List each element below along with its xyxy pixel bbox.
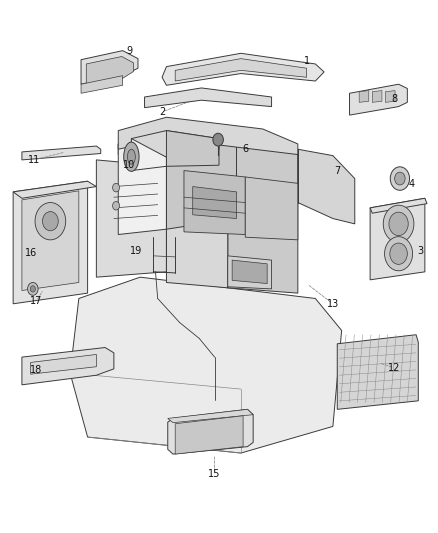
Text: 1: 1 <box>304 56 310 66</box>
Circle shape <box>42 212 58 231</box>
Polygon shape <box>385 91 395 102</box>
Text: 15: 15 <box>208 470 221 479</box>
Polygon shape <box>131 139 166 171</box>
Text: 4: 4 <box>409 179 415 189</box>
Polygon shape <box>175 416 243 454</box>
Polygon shape <box>166 139 228 288</box>
Polygon shape <box>81 51 138 84</box>
Circle shape <box>113 183 120 192</box>
Circle shape <box>113 201 120 210</box>
Polygon shape <box>168 409 253 423</box>
Text: 17: 17 <box>30 296 42 306</box>
Polygon shape <box>22 146 101 160</box>
Polygon shape <box>22 191 79 290</box>
Polygon shape <box>22 348 114 385</box>
Polygon shape <box>175 59 307 81</box>
Polygon shape <box>184 171 245 235</box>
Polygon shape <box>70 277 342 453</box>
Polygon shape <box>13 181 88 304</box>
Polygon shape <box>118 144 166 235</box>
Polygon shape <box>370 198 427 213</box>
Circle shape <box>30 286 35 292</box>
Circle shape <box>389 212 408 236</box>
Polygon shape <box>81 76 123 93</box>
Polygon shape <box>31 354 96 374</box>
Circle shape <box>385 237 413 271</box>
Ellipse shape <box>127 149 135 164</box>
Polygon shape <box>193 187 237 219</box>
Polygon shape <box>162 53 324 85</box>
Polygon shape <box>86 56 134 85</box>
Text: 18: 18 <box>30 366 42 375</box>
Circle shape <box>395 172 405 185</box>
Polygon shape <box>228 256 272 289</box>
Polygon shape <box>228 139 298 293</box>
Polygon shape <box>13 181 96 198</box>
Polygon shape <box>298 149 355 224</box>
Text: 12: 12 <box>388 363 400 373</box>
Polygon shape <box>166 131 237 229</box>
Circle shape <box>213 133 223 146</box>
Text: 16: 16 <box>25 248 37 258</box>
Circle shape <box>390 167 410 190</box>
Polygon shape <box>118 117 298 155</box>
Text: 3: 3 <box>417 246 424 255</box>
Circle shape <box>390 243 407 264</box>
Polygon shape <box>370 198 425 280</box>
Text: 19: 19 <box>130 246 142 255</box>
Text: 2: 2 <box>159 107 165 117</box>
Polygon shape <box>118 131 237 160</box>
Polygon shape <box>166 131 219 166</box>
Text: 6: 6 <box>242 144 248 154</box>
Text: 9: 9 <box>126 46 132 55</box>
Polygon shape <box>232 260 267 284</box>
Polygon shape <box>372 91 382 102</box>
Text: 7: 7 <box>334 166 340 175</box>
Circle shape <box>35 203 66 240</box>
Text: 13: 13 <box>327 299 339 309</box>
Polygon shape <box>337 335 418 409</box>
Circle shape <box>28 282 38 295</box>
Polygon shape <box>131 131 219 157</box>
Circle shape <box>383 205 414 243</box>
Ellipse shape <box>124 142 139 172</box>
Polygon shape <box>145 88 272 108</box>
Polygon shape <box>245 177 298 240</box>
Polygon shape <box>350 84 407 115</box>
Text: 8: 8 <box>391 94 397 103</box>
Polygon shape <box>359 91 369 102</box>
Polygon shape <box>168 409 253 454</box>
Text: 10: 10 <box>123 160 135 170</box>
Text: 11: 11 <box>28 155 40 165</box>
Polygon shape <box>96 160 166 277</box>
